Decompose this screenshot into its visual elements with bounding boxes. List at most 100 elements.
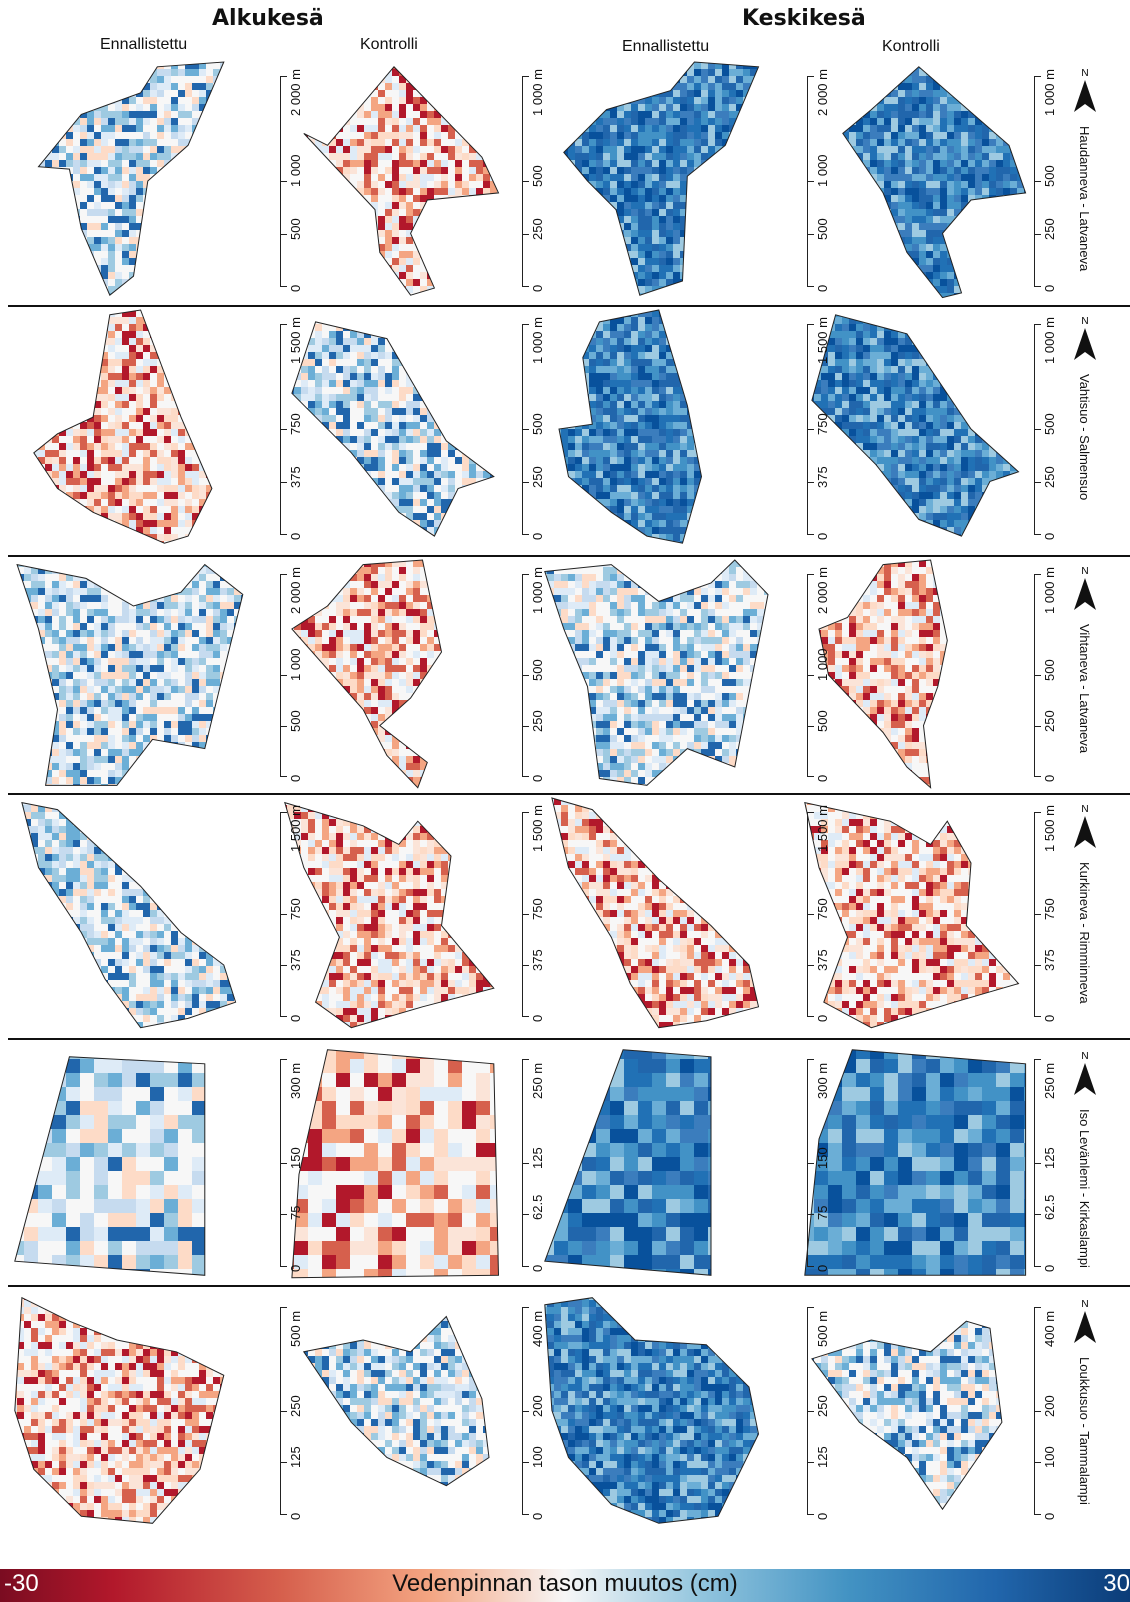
map-panel-1-2 [303, 66, 500, 296]
scale-tick [280, 1410, 287, 1412]
scale-tick [522, 914, 529, 915]
scale-label: 100 [1042, 1447, 1057, 1469]
scale-label: 750 [530, 898, 545, 920]
scale-label: 250 [1042, 218, 1057, 240]
scale-tick [807, 286, 814, 287]
scale-bar: 0 75 150 300 m [268, 1059, 308, 1272]
scale-label: 1 000 m [1042, 317, 1057, 364]
scale-label: 500 [530, 659, 545, 681]
scale-label: 250 [815, 1395, 830, 1417]
scale-tick [280, 233, 287, 235]
scale-tick [1034, 181, 1041, 182]
scale-tick [280, 675, 287, 676]
scale-tick [1034, 324, 1041, 325]
scale-tick [1034, 1214, 1041, 1216]
scale-label: 1 500 m [530, 805, 545, 852]
scale-tick [1034, 725, 1041, 727]
site-boundary [804, 1049, 1027, 1276]
map-panel-5-3 [544, 1049, 712, 1276]
scale-tick [522, 1514, 529, 1515]
scale-label: 75 [815, 1206, 830, 1220]
site-boundary [37, 61, 225, 297]
north-label: N [1081, 566, 1088, 577]
scale-label: 125 [530, 1147, 545, 1169]
scale-tick [522, 534, 529, 535]
scale-tick [807, 574, 814, 575]
scale-tick [807, 1307, 814, 1308]
scale-tick [522, 1266, 529, 1267]
scale-label: 0 [288, 1015, 303, 1022]
map-panel-6-4 [811, 1320, 1003, 1511]
scale-label: 500 [288, 710, 303, 732]
scale-label: 1 500 m [815, 317, 830, 364]
scale-label: 500 m [815, 1311, 830, 1347]
scale-label: 250 [1042, 710, 1057, 732]
scale-label: 2 000 m [288, 567, 303, 614]
header-alkukesa: Alkukesä [212, 6, 324, 31]
scale-label: 1 000 [815, 648, 830, 681]
scale-bar: 0 250 500 1 000 m [510, 69, 550, 292]
site-label: Iso Levänlemi - Kirkaslampi [1077, 1109, 1092, 1268]
scale-tick [522, 233, 529, 235]
scale-tick [1034, 76, 1041, 77]
scale-label: 750 [288, 898, 303, 920]
north-arrow-icon: N [1074, 804, 1096, 848]
map-panel-4-1 [21, 801, 237, 1029]
row-separator [8, 555, 1130, 557]
scale-tick [807, 1016, 814, 1017]
map-panel-2-4 [811, 314, 1020, 537]
scale-bar: 0 375 750 1 500 m [1022, 805, 1062, 1022]
scale-label: 150 [288, 1147, 303, 1169]
scale-tick [280, 812, 287, 813]
scale-label: 0 [1042, 775, 1057, 782]
scale-bar: 0 375 750 1 500 m [268, 805, 308, 1022]
north-arrow-icon: N [1074, 1299, 1096, 1343]
scale-label: 125 [288, 1447, 303, 1469]
site-boundary [563, 61, 760, 296]
scale-label: 2 000 m [815, 69, 830, 116]
scale-tick [807, 324, 814, 325]
scale-tick [522, 675, 529, 676]
site-label: Haudanneva - Latvaneva [1077, 126, 1092, 271]
north-label: N [1081, 316, 1088, 327]
scale-tick [1034, 1059, 1041, 1060]
scale-tick [807, 675, 814, 676]
scale-tick [522, 76, 529, 77]
scale-label: 500 [815, 218, 830, 240]
scale-tick [1034, 233, 1041, 235]
scale-tick [280, 481, 287, 483]
scale-tick [1034, 481, 1041, 483]
scale-bar: 0 62.5 125 250 m [510, 1059, 550, 1272]
scale-tick [280, 574, 287, 575]
scale-tick [807, 429, 814, 430]
map-panel-5-4 [804, 1049, 1027, 1276]
scale-label: 1 500 m [1042, 805, 1057, 852]
scale-tick [1034, 534, 1041, 535]
scale-label: 0 [1042, 1015, 1057, 1022]
row-separator [8, 793, 1130, 795]
north-arrow-icon: N [1074, 566, 1096, 610]
scale-label: 0 [288, 1513, 303, 1520]
site-boundary [14, 1056, 206, 1276]
scale-label: 1 500 m [288, 317, 303, 364]
north-arrow-icon: N [1074, 316, 1096, 360]
scale-tick [807, 1266, 814, 1267]
scale-bar: 0 75 150 300 m [795, 1059, 835, 1272]
scale-bar: 0 62.5 125 250 m [1022, 1059, 1062, 1272]
scale-label: 375 [288, 466, 303, 488]
scale-label: 62.5 [530, 1195, 545, 1220]
scale-label: 1 000 m [530, 317, 545, 364]
scale-label: 125 [1042, 1147, 1057, 1169]
scale-tick [807, 534, 814, 535]
scale-tick [280, 181, 287, 182]
scale-label: 0 [530, 1265, 545, 1272]
map-panel-1-1 [37, 61, 225, 297]
colorbar-title: Vedenpinnan tason muutos (cm) [0, 1570, 1130, 1598]
map-panel-4-2 [284, 801, 495, 1029]
scale-label: 1 500 m [815, 805, 830, 852]
scale-label: 300 m [288, 1063, 303, 1099]
scale-tick [1034, 574, 1041, 575]
map-panel-3-4 [818, 559, 948, 789]
subheader-restored-mid: Ennallistettu [622, 38, 709, 56]
scale-tick [280, 725, 287, 727]
